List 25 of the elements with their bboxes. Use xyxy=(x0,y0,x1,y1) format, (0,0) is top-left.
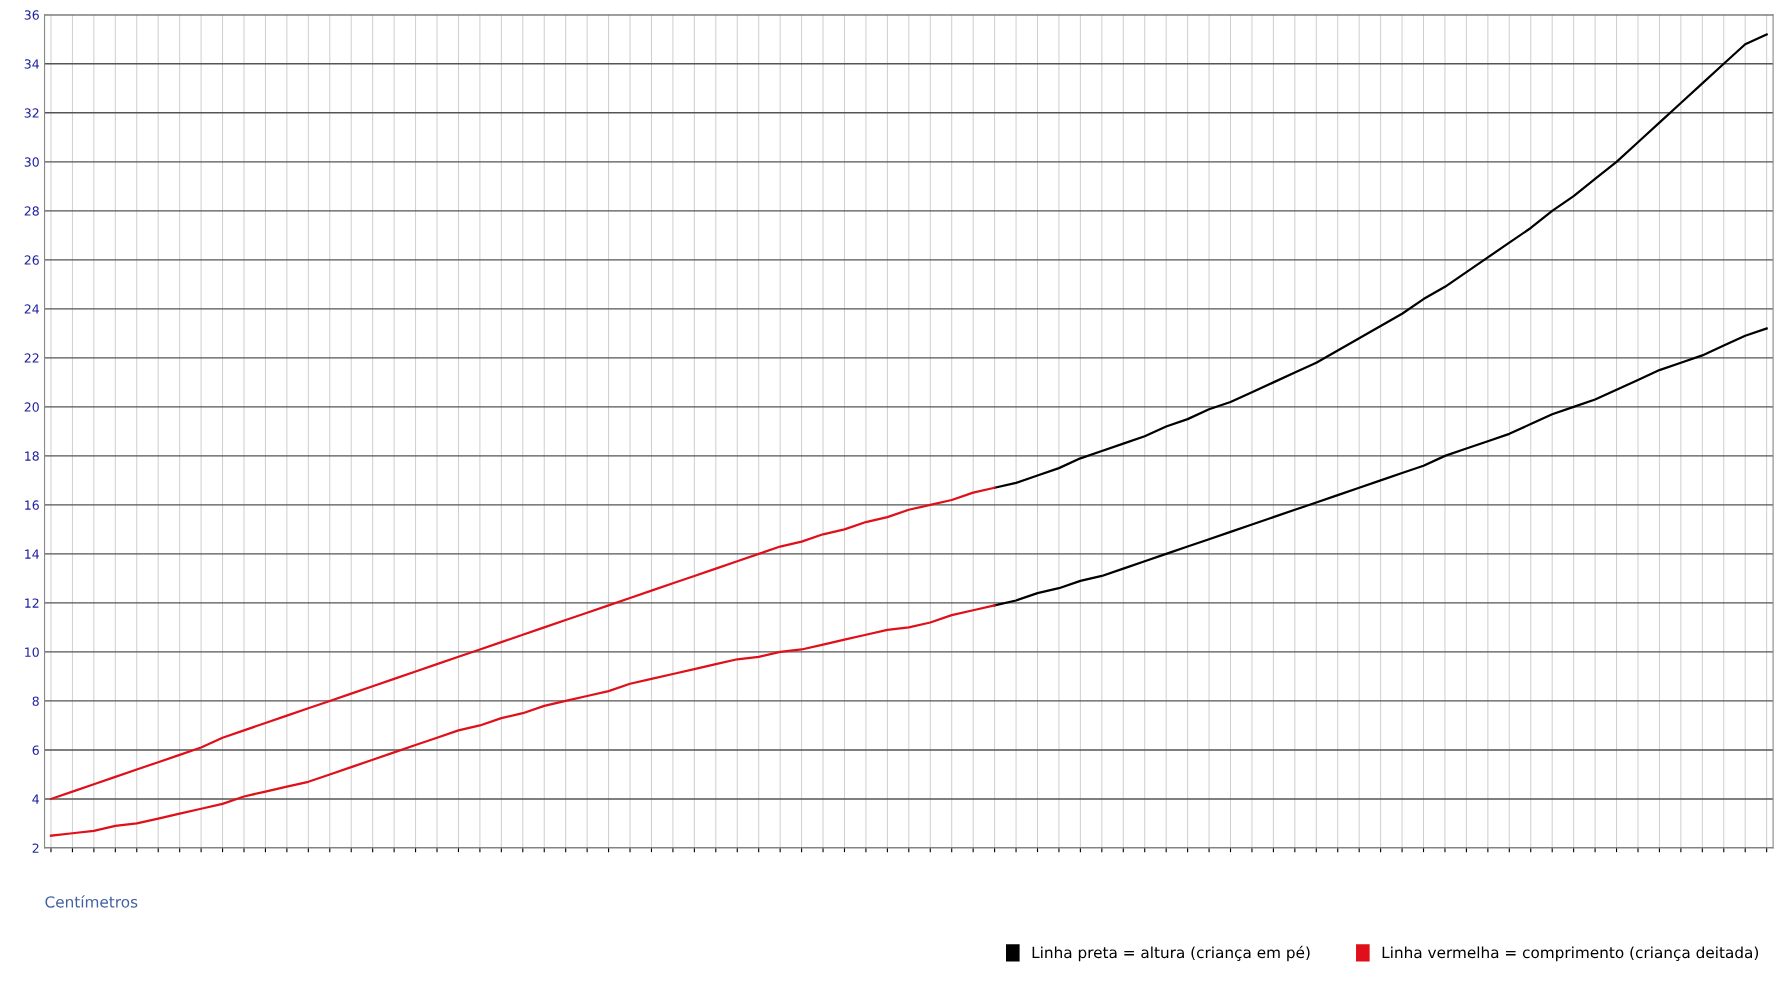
y-tick-label: 14 xyxy=(25,549,39,559)
y-tick-label: 32 xyxy=(24,108,39,118)
y-tick-label: 8 xyxy=(32,696,39,706)
y-tick-label: 2 xyxy=(32,843,39,853)
y-tick-label: 30 xyxy=(24,157,39,167)
y-tick-label: 12 xyxy=(25,598,39,608)
y-tick-label: 16 xyxy=(25,500,39,510)
x-axis-title: Centímetros xyxy=(45,895,138,908)
y-tick-label: 18 xyxy=(25,451,39,461)
line-series xyxy=(49,486,996,801)
line-series xyxy=(993,33,1768,489)
line-series xyxy=(49,604,996,837)
y-tick-label: 4 xyxy=(32,794,39,804)
line-series xyxy=(993,327,1768,607)
y-tick-label: 34 xyxy=(24,59,39,69)
y-tick-label: 6 xyxy=(32,745,39,755)
y-tick-label: 36 xyxy=(24,10,39,20)
y-tick-label: 28 xyxy=(24,206,39,216)
y-tick-label: 22 xyxy=(24,353,39,363)
y-tick-label: 10 xyxy=(25,647,39,657)
legend-label: Linha vermelha = comprimento (criança deitada) xyxy=(1382,946,1759,962)
y-tick-label: 20 xyxy=(24,402,39,412)
y-tick-label: 24 xyxy=(24,304,39,314)
y-tick-label: 26 xyxy=(24,255,39,265)
legend-label: Linha preta = altura (criança em pé) xyxy=(1032,945,1310,962)
